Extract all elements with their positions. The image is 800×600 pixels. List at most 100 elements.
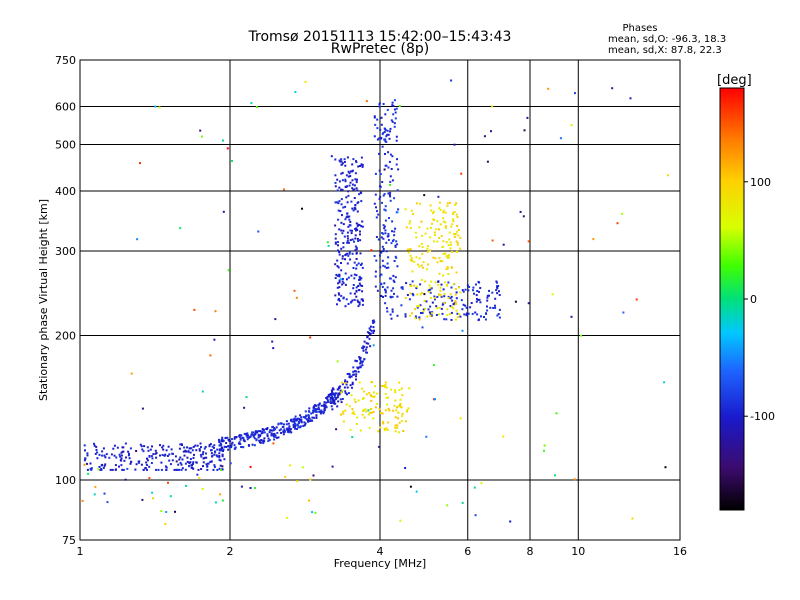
data-point xyxy=(233,444,236,447)
data-point xyxy=(386,428,389,431)
data-point xyxy=(349,428,352,431)
x-tick-label: 4 xyxy=(377,545,384,558)
data-point xyxy=(222,450,224,452)
data-point xyxy=(145,461,148,464)
data-point xyxy=(405,420,407,423)
data-point xyxy=(445,255,448,258)
data-point xyxy=(294,415,297,418)
data-point xyxy=(106,501,109,504)
data-point xyxy=(452,218,455,221)
data-point xyxy=(200,135,203,138)
data-point xyxy=(347,190,350,193)
data-point xyxy=(341,257,344,260)
data-point xyxy=(384,409,387,412)
data-point xyxy=(266,435,269,437)
data-point xyxy=(450,305,453,308)
data-point xyxy=(179,456,182,459)
data-point xyxy=(249,487,252,489)
data-point xyxy=(399,398,402,401)
data-point xyxy=(404,313,407,316)
data-point xyxy=(346,212,349,215)
data-point xyxy=(378,445,381,448)
data-point xyxy=(379,274,382,277)
stats-heading: Phases xyxy=(622,23,657,34)
data-point xyxy=(330,155,333,158)
data-point xyxy=(358,282,361,285)
data-point xyxy=(268,439,271,441)
data-point xyxy=(551,293,554,296)
data-point xyxy=(462,303,465,306)
data-point xyxy=(221,499,224,502)
data-point xyxy=(125,456,127,459)
data-point xyxy=(218,444,221,447)
data-point xyxy=(426,315,429,318)
data-point xyxy=(436,261,439,264)
data-point xyxy=(498,294,501,296)
data-point xyxy=(363,340,366,343)
data-point xyxy=(331,397,334,400)
data-point xyxy=(394,424,397,427)
data-point xyxy=(438,272,441,275)
data-point xyxy=(474,514,477,517)
data-point xyxy=(476,290,479,292)
data-point xyxy=(289,464,292,467)
data-point xyxy=(353,292,356,295)
data-point xyxy=(414,308,416,311)
data-point xyxy=(160,468,163,471)
data-point xyxy=(165,466,168,469)
data-point xyxy=(442,220,445,223)
x-tick-label: 8 xyxy=(527,545,534,558)
data-point xyxy=(328,393,330,396)
data-point xyxy=(375,216,378,219)
data-point xyxy=(195,449,198,452)
data-point xyxy=(372,411,375,413)
data-point xyxy=(452,307,455,310)
data-point xyxy=(406,410,408,413)
data-point xyxy=(251,443,254,446)
data-point xyxy=(234,436,236,439)
data-point xyxy=(453,235,456,238)
data-point xyxy=(391,220,394,223)
data-point xyxy=(349,220,352,223)
data-point xyxy=(470,302,473,304)
data-point xyxy=(484,318,487,321)
data-point xyxy=(355,251,358,254)
data-point xyxy=(354,204,357,207)
data-point xyxy=(387,192,390,195)
data-point xyxy=(179,462,182,464)
data-point xyxy=(454,303,457,306)
data-point xyxy=(344,185,347,188)
data-point xyxy=(116,446,119,449)
data-point xyxy=(509,520,512,523)
data-point xyxy=(389,175,392,178)
data-point xyxy=(308,499,311,502)
data-point xyxy=(438,293,441,296)
data-point xyxy=(180,463,183,466)
data-point xyxy=(411,280,414,283)
data-point xyxy=(266,427,269,429)
data-point xyxy=(353,273,356,276)
data-point xyxy=(337,244,339,247)
data-point xyxy=(498,290,500,293)
data-point xyxy=(280,432,283,434)
data-point xyxy=(373,255,376,257)
data-point xyxy=(208,444,211,447)
data-point xyxy=(455,297,458,300)
data-point xyxy=(227,269,230,272)
data-point xyxy=(336,259,339,262)
data-point xyxy=(381,232,384,234)
data-point xyxy=(201,453,204,456)
data-point xyxy=(353,188,356,191)
data-point xyxy=(574,92,576,95)
data-point xyxy=(409,220,412,223)
data-point xyxy=(286,427,289,430)
data-point xyxy=(395,256,398,259)
data-point xyxy=(365,410,368,413)
data-point xyxy=(383,168,386,171)
data-point xyxy=(379,283,382,285)
data-point xyxy=(621,212,624,215)
data-point xyxy=(349,376,352,379)
data-point xyxy=(252,435,255,438)
data-point xyxy=(365,351,367,354)
y-tick-label: 400 xyxy=(55,185,76,198)
